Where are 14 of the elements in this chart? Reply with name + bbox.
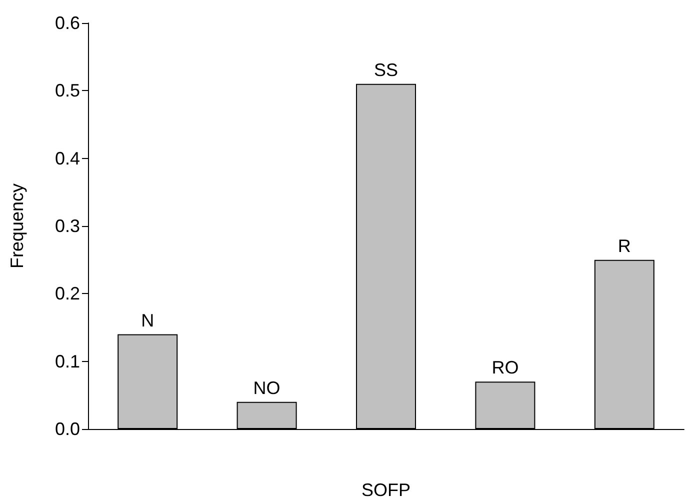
y-tick-label: 0.5 bbox=[54, 80, 80, 101]
y-axis-title: Frequency bbox=[7, 183, 27, 269]
x-tick-label: R bbox=[618, 236, 631, 256]
y-tick-label: 0.6 bbox=[54, 13, 80, 33]
x-tick-label: N bbox=[141, 310, 154, 330]
x-tick-label: SS bbox=[374, 60, 398, 80]
y-tick-label: 0.1 bbox=[54, 351, 80, 372]
y-tick-label: 0.4 bbox=[54, 148, 80, 168]
y-tick-label: 0.0 bbox=[54, 419, 80, 439]
y-tick-label: 0.3 bbox=[54, 216, 80, 236]
x-tick-label: RO bbox=[492, 358, 519, 378]
x-tick-label: NO bbox=[253, 378, 280, 398]
y-tick-label: 0.2 bbox=[54, 284, 80, 304]
x-axis-title: SOFP bbox=[361, 480, 411, 500]
